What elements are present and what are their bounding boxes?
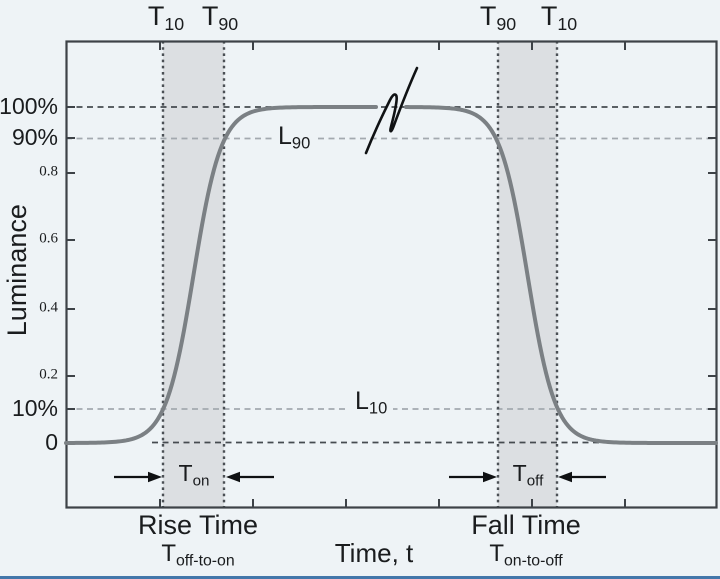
ytick-0-2: 0.2 [39, 366, 58, 383]
ytick-0: 0 [45, 428, 58, 455]
ytick-90-percent: 90% [11, 123, 58, 150]
y-axis-title: Luminance [1, 204, 32, 337]
rise-t10-base: T [147, 1, 165, 31]
fall-t10-base: T [540, 1, 558, 31]
luminance-curve-right-segment [404, 105, 718, 445]
rise-t90-base: T [201, 1, 219, 31]
rise-t10-marker-label: T10 [148, 2, 184, 34]
ytick-0-4: 0.4 [39, 299, 58, 316]
rise-left-arrowhead-icon [148, 471, 162, 483]
rise-sub-sub: off-to-on [176, 552, 235, 570]
luminance-curve-left-segment [64, 105, 378, 445]
fall-left-arrowhead-icon [483, 471, 497, 483]
fall-sub-sub: on-to-off [504, 552, 563, 570]
l10-level-label: L10 [349, 387, 394, 419]
fall-right-arrowhead-icon [558, 471, 572, 483]
t-on-base: T [178, 460, 193, 486]
ytick-0-8: 0.8 [39, 163, 58, 180]
interval-arrows [114, 471, 606, 483]
l10-sub: 10 [368, 399, 388, 418]
fall-t10-sub: 10 [557, 13, 578, 34]
rise-time-symbol: Toff-to-on [161, 541, 234, 570]
ytick-100-percent: 100% [0, 92, 58, 119]
axis-tick-marks [66, 41, 717, 508]
rise-right-arrowhead-icon [226, 471, 240, 483]
axis-break-icon [364, 66, 419, 155]
t-off-sub: off [526, 472, 544, 490]
fall-t90-sub: 90 [496, 13, 517, 34]
x-axis-title: Time, t [334, 538, 414, 568]
fall-sub-base: T [489, 540, 504, 567]
rise-t90-marker-label: T90 [202, 2, 238, 34]
rise-t10-sub: 10 [164, 13, 185, 34]
rise-sub-base: T [161, 540, 176, 567]
axes-box [65, 40, 718, 509]
l90-level-label: L90 [272, 122, 317, 154]
fall-t90-base: T [479, 1, 497, 31]
t-on-sub: on [192, 472, 210, 490]
bottom-accent-bar [0, 576, 720, 579]
rise-t90-sub: 90 [218, 13, 239, 34]
t-off-interval-label: Toff [513, 461, 544, 489]
t-off-base: T [512, 460, 527, 486]
fall-t90-marker-label: T90 [480, 2, 516, 34]
l90-base: L [278, 122, 292, 150]
fall-time-symbol: Ton-to-off [489, 541, 562, 570]
l90-sub: 90 [291, 134, 311, 153]
rise-time-title: Rise Time [137, 510, 259, 540]
ytick-0-6: 0.6 [39, 230, 58, 247]
t-on-interval-label: Ton [179, 461, 210, 489]
l10-base: L [355, 387, 369, 415]
ytick-10-percent: 10% [11, 394, 58, 421]
fall-t10-marker-label: T10 [541, 2, 577, 34]
fall-time-title: Fall Time [471, 510, 581, 540]
